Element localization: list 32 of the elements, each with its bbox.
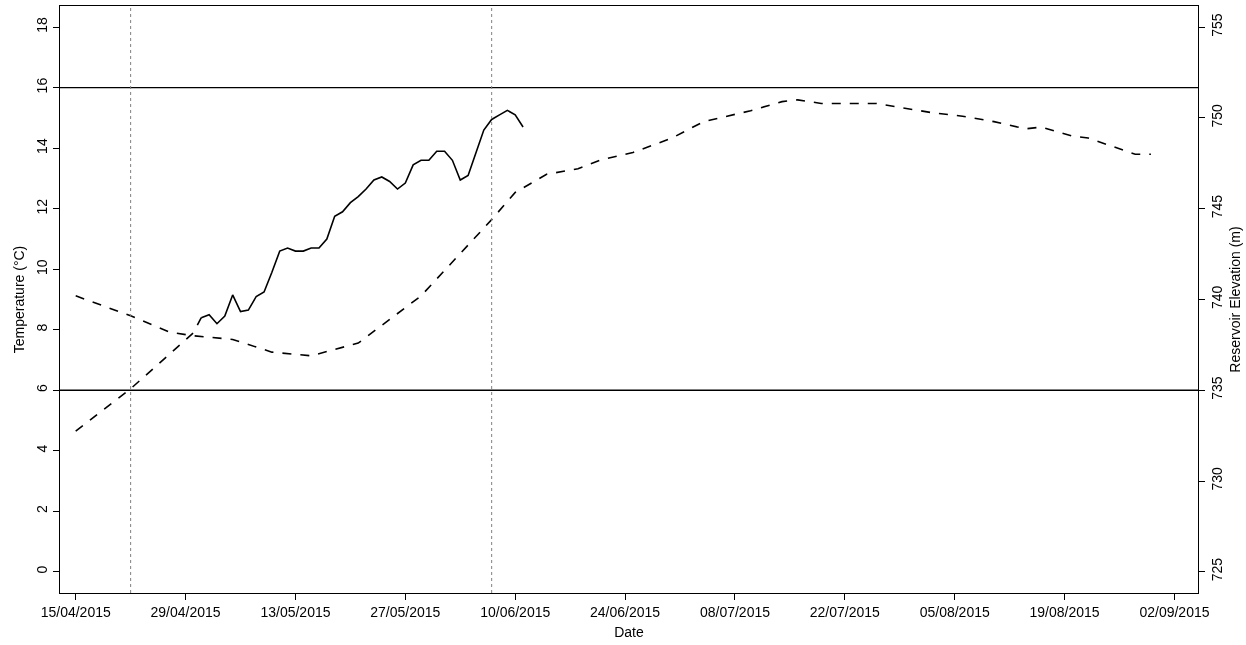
line-series [74, 99, 1152, 357]
x-tick-label: 29/04/2015 [150, 603, 221, 620]
y2-axis-title: Reservoir Elevation (m) [1227, 226, 1244, 373]
y2-tick-label: 750 [1208, 104, 1225, 128]
y2-tick-label: 725 [1208, 557, 1225, 582]
y2-tick-label: 755 [1208, 13, 1225, 37]
x-tick-label: 13/05/2015 [260, 603, 331, 620]
x-axis-title: Date [614, 624, 644, 641]
y-tick-label: 12 [34, 198, 51, 215]
y-tick-label: 6 [34, 384, 51, 393]
y2-tick-label: 735 [1208, 376, 1225, 400]
y-tick-label: 16 [34, 77, 51, 94]
y2-tick-label: 730 [1208, 467, 1225, 491]
x-tick-label: 15/04/2015 [40, 603, 111, 620]
y-axis-title: Temperature (°C) [11, 245, 27, 354]
x-tick-label: 10/06/2015 [480, 603, 551, 620]
y2-tick-label: 745 [1208, 194, 1225, 219]
y-tick-label: 8 [34, 323, 51, 332]
x-tick-label: 22/07/2015 [809, 603, 881, 620]
x-tick-label: 27/05/2015 [370, 603, 441, 620]
y-tick-label: 0 [34, 565, 51, 574]
y-tick-label: 18 [34, 17, 51, 33]
y-tick-label: 2 [34, 505, 51, 514]
y-tick-label: 10 [34, 259, 51, 275]
x-tick-label: 02/09/2015 [1139, 603, 1210, 620]
x-tick-label: 24/06/2015 [590, 603, 661, 620]
y-tick-label: 4 [34, 444, 51, 453]
y-tick-label: 14 [34, 138, 51, 154]
y2-tick-label: 740 [1208, 285, 1225, 310]
x-tick-label: 08/07/2015 [699, 603, 771, 620]
x-tick-label: 05/08/2015 [919, 603, 990, 620]
x-tick-label: 19/08/2015 [1029, 603, 1100, 620]
